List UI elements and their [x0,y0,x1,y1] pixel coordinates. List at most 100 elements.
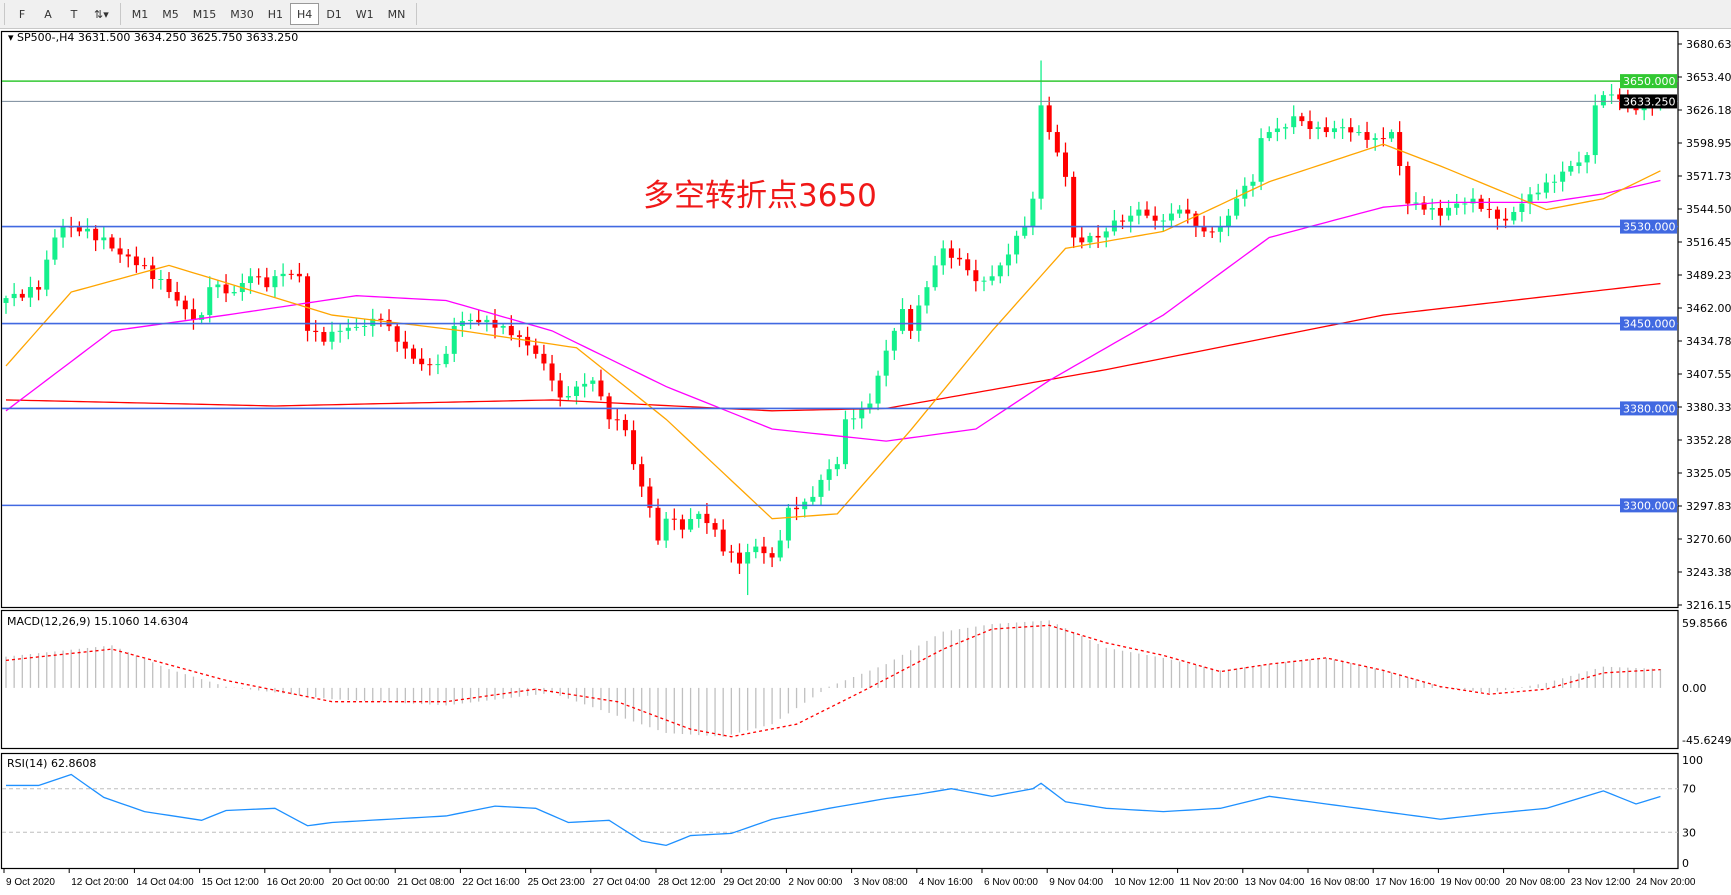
timeframe-m1[interactable]: M1 [131,7,149,21]
candle-bear [394,326,400,342]
candle-bull [1274,128,1280,133]
price-label-3300.000: 3300.000 [1623,499,1676,512]
candle-bull [435,364,441,366]
timeframe-m15[interactable]: M15 [192,7,217,21]
y-tick-label: 3325.055 [1686,467,1731,480]
candle-bear [1299,116,1305,122]
timeframe-w1[interactable]: W1 [355,7,374,21]
candle-bear [508,325,514,336]
candle-bull [916,305,922,331]
candle-bear [533,345,539,354]
x-tick-label: 6 Nov 00:00 [984,877,1038,888]
candle-bear [288,273,294,275]
candle-bear [516,335,522,337]
candle-bear [1193,213,1199,227]
candle-bull [688,518,694,530]
x-tick-label: 16 Oct 20:00 [267,877,325,888]
x-tick-label: 2 Nov 00:00 [788,877,842,888]
price-label-bg [1620,219,1677,234]
candle-bull [1576,162,1582,166]
candle-bull [582,383,588,387]
macd-title: MACD(12,26,9) 15.1060 14.6304 [7,615,189,628]
candle-bull [1283,127,1289,129]
candle-bull [1168,213,1174,221]
candle-bull [272,276,278,288]
candle-bear [948,248,954,258]
timeframe-h1[interactable]: H1 [267,7,284,21]
candle-bear [166,278,172,293]
x-tick-label: 13 Nov 04:00 [1245,877,1305,888]
candle-bear [1617,94,1623,100]
candle-bull [1030,198,1036,227]
candle-bull [248,276,253,284]
x-tick-label: 22 Oct 16:00 [462,877,520,888]
candle-bull [1315,127,1321,130]
candle-bull [932,265,938,288]
candle-bull [1511,211,1517,221]
candle-bear [1063,152,1068,177]
grid-icon[interactable]: F [18,7,26,21]
candle-bull [1543,182,1549,193]
timeframe-d1[interactable]: D1 [326,7,342,21]
price-label-bg [1620,498,1677,513]
candle-bull [1429,208,1435,210]
candle-bull [11,293,17,299]
candle-bear [1348,127,1354,133]
price-label-bg [1620,401,1677,416]
arrows-dropdown-icon[interactable]: ⇅▾ [94,7,109,21]
candle-bull [1177,209,1183,214]
timeframe-mn[interactable]: MN [387,7,406,21]
x-tick-label: 20 Oct 00:00 [332,877,390,888]
timeframe-m30[interactable]: M30 [230,7,254,21]
candle-bull [1568,165,1574,172]
candle-bull [1462,203,1468,205]
candle-bear [557,380,563,398]
candle-bear [728,551,734,553]
candle-bear [1152,215,1158,221]
ma-slow-line [5,282,1661,412]
chart[interactable]: 3680.630 3653.405 3626.180 3598.955 3571.730… [0,29,1731,895]
timeframe-h4[interactable]: H4 [290,3,320,25]
y-tick-label: 3489.230 [1686,269,1731,282]
candle-bear [142,265,148,267]
candle-bull [785,507,791,541]
candle-bear [19,293,25,298]
x-tick-label: 4 Nov 16:00 [919,877,973,888]
y-tick-label: 3598.955 [1686,137,1731,150]
candle-bear [321,332,327,342]
candle-bear [965,259,971,271]
x-tick-label: 11 Nov 20:00 [1180,877,1239,888]
candle-bear [1046,105,1052,133]
candle-bull [1609,94,1615,96]
x-tick-label: 25 Oct 23:00 [528,877,586,888]
candle-bull [900,309,905,331]
x-tick-label: 3 Nov 08:00 [854,877,908,888]
text-icon[interactable]: A [44,7,52,21]
candle-bull [1552,181,1557,183]
candle-bull [1217,226,1223,232]
candle-bull [329,331,335,342]
candle-bear [117,248,123,255]
candle-bull [1389,132,1394,139]
text-label-icon[interactable]: T [70,7,78,21]
macd-signal-line [5,624,1661,738]
candle-bull [745,552,751,564]
candle-bull [443,353,449,365]
x-tick-label: 14 Oct 04:00 [136,877,194,888]
candle-bull [500,325,506,328]
candle-bull [1519,203,1525,212]
candle-bear [427,364,433,366]
candle-bull [44,259,50,290]
candle-bull [1136,209,1142,216]
candle-bull [1372,138,1378,140]
y-tick-label: 3680.630 [1686,38,1731,51]
timeframe-m5[interactable]: M5 [162,7,179,21]
rsi-y-label: 30 [1682,826,1696,839]
candle-bear [1364,132,1370,140]
candle-bear [794,507,800,510]
candle-bull [1087,235,1093,243]
candle-bull [1266,132,1272,139]
candle-bull [158,278,164,280]
candle-bull [1242,185,1248,199]
candle-bear [402,341,408,349]
